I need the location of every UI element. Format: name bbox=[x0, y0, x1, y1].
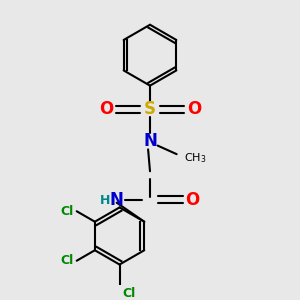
Text: Cl: Cl bbox=[122, 287, 136, 300]
Text: N: N bbox=[143, 132, 157, 150]
Text: CH$_3$: CH$_3$ bbox=[184, 151, 207, 165]
Text: S: S bbox=[144, 100, 156, 118]
Text: Cl: Cl bbox=[61, 205, 74, 218]
Text: N: N bbox=[110, 191, 124, 209]
Text: H: H bbox=[100, 194, 110, 207]
Text: O: O bbox=[185, 191, 199, 209]
Text: O: O bbox=[99, 100, 113, 118]
Text: Cl: Cl bbox=[61, 254, 74, 267]
Text: O: O bbox=[187, 100, 201, 118]
